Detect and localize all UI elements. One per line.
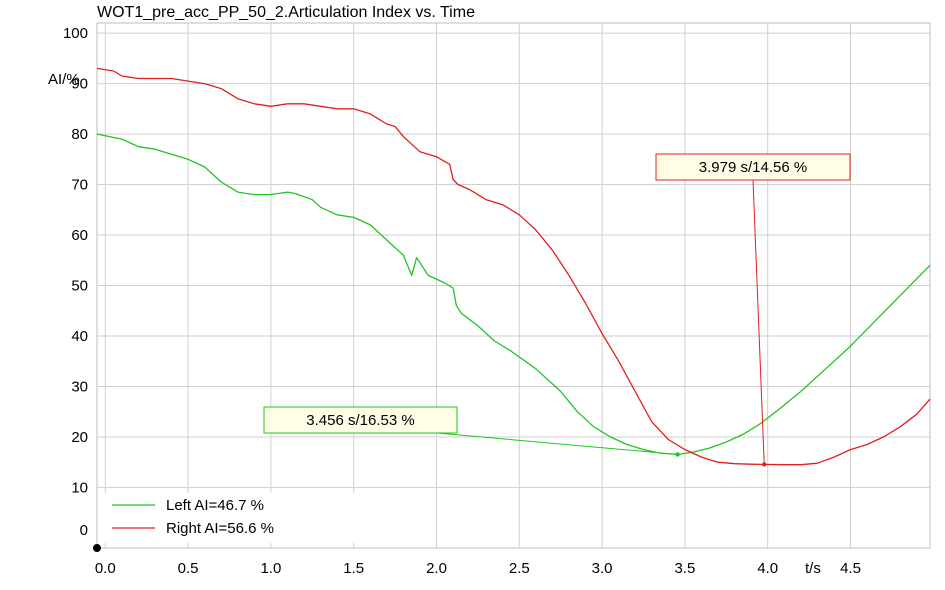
annotation-leader-line	[752, 179, 765, 465]
annotations: 3.456 s/16.53 % 3.979 s/14.56 %	[263, 153, 851, 467]
legend-entry-label: Right AI=56.6 %	[166, 520, 274, 537]
annotation-label: 3.456 s/16.53 %	[306, 412, 414, 429]
grid	[96, 22, 931, 549]
annotation-point	[762, 462, 767, 467]
chart-title: WOT1_pre_acc_PP_50_2.Articulation Index …	[97, 4, 475, 21]
legend-entry-label: Left AI=46.7 %	[166, 497, 264, 514]
y-tick-label: 20	[71, 429, 88, 446]
annotation-label: 3.979 s/14.56 %	[699, 159, 807, 176]
y-tick-label: 50	[71, 278, 88, 295]
series-line-right-ai	[96, 67, 931, 466]
annotation-box	[655, 153, 851, 181]
y-tick-labels: 0 10 20 30 40 50 60 70 80 90 100	[63, 25, 88, 539]
y-tick-label: 40	[71, 328, 88, 345]
annotation-box	[263, 406, 458, 434]
x-tick-label: 1.0	[260, 560, 281, 577]
y-tick-label: 90	[71, 76, 88, 93]
x-tick-label: 2.5	[509, 560, 530, 577]
annotation-point	[675, 452, 680, 457]
x-tick-label: 4.5	[840, 560, 861, 577]
y-tick-label: 100	[63, 25, 88, 42]
legend: Left AI=46.7 % Right AI=56.6 %	[104, 493, 364, 543]
x-axis-label: t/s	[805, 560, 821, 577]
x-tick-label: 2.0	[426, 560, 447, 577]
y-tick-label: 10	[71, 479, 88, 496]
y-tick-label: 0	[80, 522, 88, 539]
series-lines	[96, 67, 931, 466]
legend-box	[104, 493, 364, 543]
x-tick-labels: 0.0 0.5 1.0 1.5 2.0 2.5 3.0 3.5 4.0 4.5	[95, 560, 861, 577]
y-tick-label: 80	[71, 126, 88, 143]
y-tick-label: 70	[71, 177, 88, 194]
y-tick-label: 60	[71, 227, 88, 244]
x-tick-label: 3.5	[674, 560, 695, 577]
series-line-left-ai	[96, 133, 931, 456]
x-tick-label: 0.5	[178, 560, 199, 577]
y-axis-label: AI/%	[48, 71, 80, 88]
x-tick-label: 3.0	[592, 560, 613, 577]
annotation-leader-line	[436, 432, 678, 455]
plot-origin-marker	[93, 544, 101, 552]
x-tick-label: 1.5	[343, 560, 364, 577]
x-tick-label: 0.0	[95, 560, 116, 577]
y-tick-label: 30	[71, 378, 88, 395]
x-tick-label: 4.0	[757, 560, 778, 577]
